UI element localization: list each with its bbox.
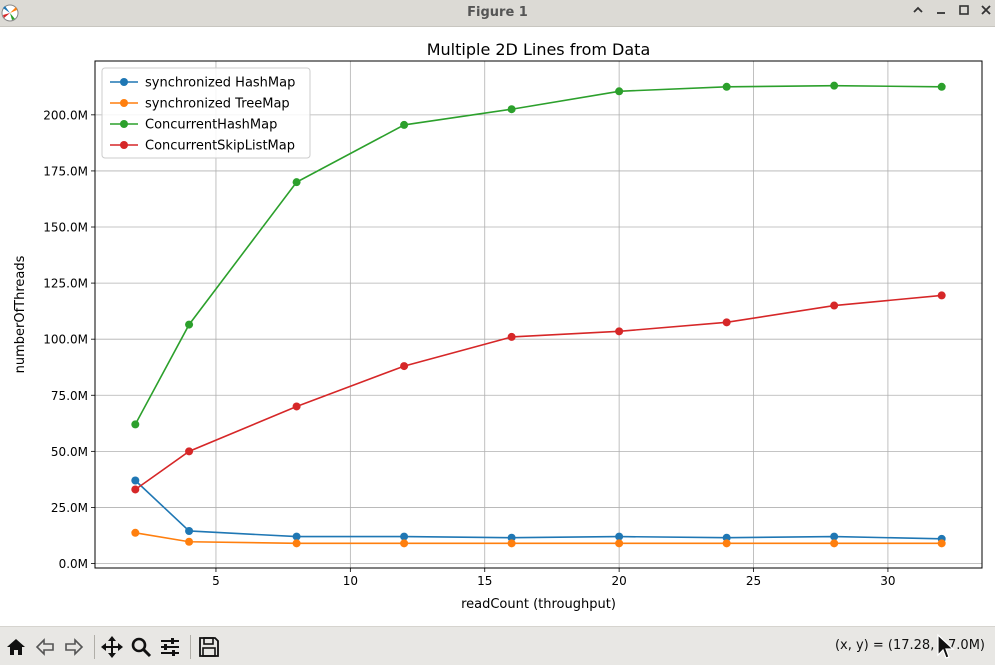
- data-point: [830, 81, 839, 90]
- sliders-icon[interactable]: [158, 635, 182, 659]
- data-point: [507, 105, 516, 114]
- y-tick-label: 175.0M: [43, 164, 88, 178]
- data-point: [185, 537, 194, 546]
- data-point: [722, 318, 731, 327]
- data-point: [185, 526, 194, 535]
- y-tick-label: 125.0M: [43, 277, 88, 291]
- data-point: [722, 82, 731, 91]
- x-tick-label: 30: [880, 574, 895, 588]
- data-point: [937, 291, 946, 300]
- legend-label: ConcurrentHashMap: [145, 118, 277, 133]
- y-tick-label: 50.0M: [51, 445, 88, 459]
- data-point: [507, 533, 516, 542]
- move-icon[interactable]: [100, 635, 124, 659]
- data-point: [400, 362, 409, 371]
- data-point: [292, 532, 301, 541]
- data-point: [615, 539, 624, 548]
- x-tick-label: 10: [343, 574, 358, 588]
- matplotlib-icon: [1, 4, 19, 22]
- x-tick-label: 15: [477, 574, 492, 588]
- toolbar-separator: [190, 635, 191, 659]
- home-icon[interactable]: [4, 635, 28, 659]
- y-tick-label: 200.0M: [43, 108, 88, 122]
- cursor-coordinates: (x, y) = (17.28, 1 7.0M): [834, 638, 985, 653]
- y-tick-label: 75.0M: [51, 389, 88, 403]
- legend-swatch-marker: [120, 99, 128, 107]
- y-tick-label: 100.0M: [43, 333, 88, 347]
- data-point: [131, 420, 140, 429]
- x-tick-label: 20: [611, 574, 626, 588]
- data-point: [131, 485, 140, 494]
- data-point: [292, 539, 301, 548]
- data-point: [937, 539, 946, 548]
- data-point: [830, 301, 839, 310]
- legend-label: synchronized TreeMap: [145, 97, 290, 112]
- data-point: [830, 532, 839, 541]
- legend-swatch-marker: [120, 120, 128, 128]
- mouse-cursor-icon: [937, 634, 955, 659]
- toolbar-separator: [94, 635, 95, 659]
- data-point: [937, 82, 946, 91]
- data-point: [400, 120, 409, 129]
- line-chart[interactable]: 5 10 15 20 25 30 0.0M 25.0M 50.0M 75.0M 100.0M 125.…: [0, 27, 995, 626]
- arrow-left-icon[interactable]: [33, 635, 57, 659]
- magnifier-icon[interactable]: [129, 635, 153, 659]
- data-point: [615, 532, 624, 541]
- minimize-icon[interactable]: [931, 3, 951, 23]
- figure-canvas[interactable]: 5 10 15 20 25 30 0.0M 25.0M 50.0M 75.0M 100.0M 125.…: [0, 27, 995, 626]
- data-point: [185, 447, 194, 456]
- x-tick-label: 5: [212, 574, 220, 588]
- data-point: [131, 476, 140, 485]
- legend-box: [101, 67, 311, 159]
- data-point: [131, 528, 140, 537]
- legend-label: ConcurrentSkipListMap: [145, 139, 295, 154]
- data-point: [292, 402, 301, 411]
- navigation-toolbar: (x, y) = (17.28, 1 7.0M): [0, 626, 995, 665]
- x-axis-label: readCount (throughput): [461, 597, 616, 612]
- legend-label: synchronized HashMap: [145, 76, 295, 91]
- data-point: [507, 539, 516, 548]
- data-point: [400, 532, 409, 541]
- y-axis-label: numberOfThreads: [13, 255, 28, 373]
- chevron-up-icon[interactable]: [908, 3, 928, 23]
- maximize-icon[interactable]: [954, 3, 974, 23]
- data-point: [722, 539, 731, 548]
- legend: synchronized HashMap synchronized TreeMap…: [101, 67, 311, 159]
- data-point: [615, 87, 624, 96]
- plot-frame: [94, 60, 983, 569]
- data-point: [722, 533, 731, 542]
- y-tick-label: 25.0M: [51, 501, 88, 515]
- data-point: [830, 539, 839, 548]
- data-point: [400, 539, 409, 548]
- floppy-disk-icon[interactable]: [197, 635, 221, 659]
- data-point: [507, 332, 516, 341]
- data-point: [185, 320, 194, 329]
- window-title: Figure 1: [467, 5, 528, 20]
- legend-swatch-marker: [120, 141, 128, 149]
- y-tick-label: 150.0M: [43, 221, 88, 235]
- x-tick-label: 25: [746, 574, 761, 588]
- data-point: [615, 327, 624, 336]
- close-icon[interactable]: [976, 3, 995, 23]
- y-tick-label: 0.0M: [59, 557, 88, 571]
- arrow-right-icon[interactable]: [62, 635, 86, 659]
- window-titlebar: Figure 1: [0, 0, 995, 27]
- chart-title: Multiple 2D Lines from Data: [427, 40, 651, 59]
- legend-swatch-marker: [120, 78, 128, 86]
- data-point: [292, 178, 301, 187]
